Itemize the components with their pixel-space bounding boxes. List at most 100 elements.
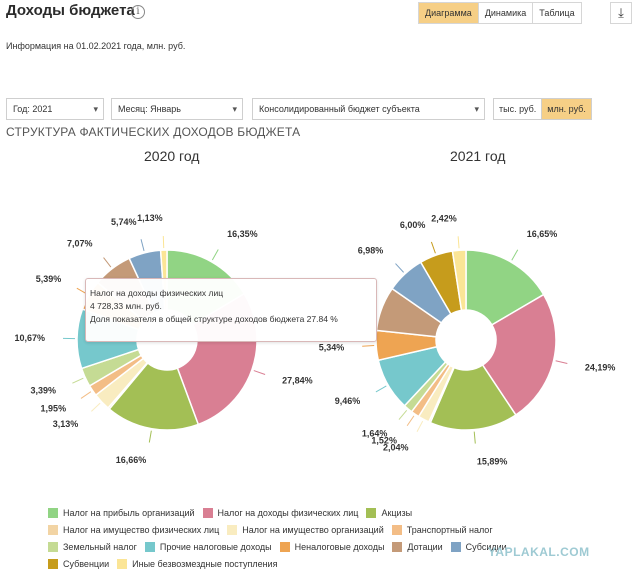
legend-item[interactable]: Дотации [392, 538, 443, 555]
slice-label: 10,67% [14, 333, 45, 343]
slice-label: 9,46% [335, 396, 361, 406]
date-info: Информация на 01.02.2021 года, млн. руб. [6, 41, 186, 51]
slice-label: 16,35% [227, 229, 258, 239]
legend-item[interactable]: Налог на доходы физических лиц [202, 504, 358, 521]
slice-label: 1,64% [362, 428, 388, 438]
tooltip-title: Налог на доходы физических лиц [90, 288, 224, 298]
donut-slice[interactable] [451, 249, 467, 312]
leader-line [148, 430, 152, 443]
legend-label: Налог на прибыль организаций [63, 507, 195, 518]
chevron-down-icon: ▾ [474, 104, 479, 114]
slice-label: 1,95% [41, 404, 67, 414]
leader-line [72, 377, 84, 384]
leader-line [362, 345, 375, 347]
leader-line [375, 385, 387, 393]
legend-swatch [450, 541, 461, 552]
chevron-down-icon: ▾ [93, 104, 98, 114]
leader-line [395, 263, 404, 273]
legend-item[interactable]: Налог на имущество организаций [227, 521, 384, 538]
slice-label: 6,00% [400, 220, 426, 230]
year-select-value: Год: 2021 [13, 104, 53, 114]
download-icon[interactable]: ⤓ [610, 2, 632, 24]
legend-item[interactable]: Земельный налог [48, 538, 137, 555]
donut-slice[interactable] [465, 249, 545, 326]
legend-label: Налог на имущество физических лиц [63, 524, 220, 535]
chart-tooltip: Налог на доходы физических лиц 4 728,33 … [85, 278, 377, 342]
view-tabs: Диаграмма Динамика Таблица [418, 2, 582, 24]
donut-slice[interactable] [108, 361, 200, 431]
slice-label: 1,13% [137, 213, 163, 223]
slice-label: 5,39% [36, 274, 62, 284]
leader-line [511, 249, 519, 261]
tooltip-share: Доля показателя в общей структуре доходо… [90, 314, 338, 324]
month-select[interactable]: Месяц: Январь ▾ [111, 98, 243, 120]
chart-title-2021: 2021 год [450, 148, 506, 164]
leader-line [211, 249, 219, 261]
legend-label: Налог на имущество организаций [242, 524, 384, 535]
month-select-value: Месяц: Январь [118, 104, 181, 114]
leader-line [253, 370, 266, 375]
legend-label: Транспортный налог [406, 524, 493, 535]
budget-select-value: Консолидированный бюджет субъекта [259, 104, 420, 114]
legend-swatch [48, 541, 58, 552]
leader-line [406, 415, 415, 427]
legend-label: Акцизы [381, 507, 413, 518]
slice-label: 1,52% [371, 436, 397, 446]
slice-label: 16,66% [116, 455, 147, 465]
tab-dynamics[interactable]: Динамика [477, 3, 532, 23]
legend-label: Неналоговые доходы [294, 541, 385, 552]
legend-swatch [392, 541, 403, 552]
legend-swatch [202, 507, 213, 518]
chart-title-2020: 2020 год [144, 148, 200, 164]
slice-label: 7,07% [67, 238, 93, 248]
legend-row: Налог на прибыль организаций Налог на дох… [48, 504, 588, 521]
leader-line [91, 402, 101, 412]
legend-label: Субвенции [63, 558, 110, 569]
legend-swatch [48, 507, 58, 518]
budget-select[interactable]: Консолидированный бюджет субъекта ▾ [252, 98, 485, 120]
leader-line [457, 236, 460, 249]
legend-item[interactable]: Субвенции [48, 555, 109, 572]
donut-charts: 16,35% 27,84% 16,66% 3,13% 1,95% 3,39% 10,67% 5… [14, 213, 616, 467]
legend-item[interactable]: Акцизы [366, 504, 412, 521]
legend-item[interactable]: Неналоговые доходы [279, 538, 385, 555]
year-select[interactable]: Год: 2021 ▾ [6, 98, 104, 120]
legend-swatch [117, 558, 128, 569]
legend-item[interactable]: Налог на имущество физических лиц [48, 521, 219, 538]
legend-item[interactable]: Налог на прибыль организаций [48, 504, 195, 521]
legend-item[interactable]: Субсидии [450, 538, 507, 555]
slice-label: 27,84% [282, 375, 313, 385]
legend-item[interactable]: Прочие налоговые доходы [144, 538, 272, 555]
leader-line [80, 391, 92, 399]
legend-swatch [144, 541, 155, 552]
slice-label: 15,89% [477, 457, 508, 467]
tab-diagram[interactable]: Диаграмма [419, 3, 478, 23]
legend-swatch [391, 524, 402, 535]
legend-row: Субвенции Иные безвозмездные поступления [48, 555, 588, 572]
slice-label: 2,42% [431, 213, 457, 223]
legend-item[interactable]: Транспортный налог [391, 521, 493, 538]
legend-item[interactable]: Иные безвозмездные поступления [117, 555, 277, 572]
chevron-down-icon: ▾ [232, 104, 237, 114]
donut-slice[interactable] [429, 363, 517, 431]
leader-line [416, 420, 424, 432]
tab-table[interactable]: Таблица [532, 3, 580, 23]
donut-slice[interactable] [481, 293, 557, 416]
leader-line [555, 360, 568, 364]
legend-swatch [48, 524, 58, 535]
info-icon[interactable]: i [131, 5, 145, 19]
legend-label: Иные безвозмездные поступления [132, 558, 278, 569]
leader-line [103, 257, 112, 268]
watermark-text: YAPLAKAL.COM [488, 545, 590, 559]
legend-swatch [366, 507, 377, 518]
leader-line [430, 241, 436, 254]
slice-label: 2,04% [383, 443, 409, 453]
tooltip-value: 4 728,33 млн. руб. [90, 301, 162, 311]
page-title: Доходы бюджета [6, 2, 135, 19]
legend-label: Прочие налоговые доходы [159, 541, 272, 552]
slice-label: 24,19% [585, 363, 616, 373]
units-thousand-button[interactable]: тыс. руб. [499, 104, 537, 114]
units-million-button[interactable]: млн. руб. [541, 99, 591, 119]
legend-swatch [279, 541, 290, 552]
slice-label: 5,74% [111, 217, 137, 227]
